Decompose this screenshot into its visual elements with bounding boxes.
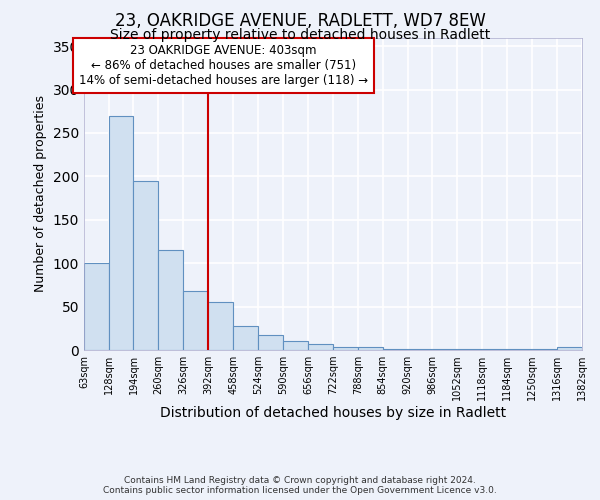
Bar <box>183 291 208 350</box>
Bar <box>258 335 283 350</box>
Text: Contains HM Land Registry data © Crown copyright and database right 2024.
Contai: Contains HM Land Registry data © Crown c… <box>103 476 497 495</box>
Bar <box>407 349 433 350</box>
Bar <box>457 349 482 350</box>
Bar <box>333 346 358 350</box>
Bar <box>109 116 133 350</box>
Bar <box>283 342 308 350</box>
Bar <box>358 346 383 350</box>
Bar <box>557 346 582 350</box>
Bar <box>133 180 158 350</box>
Bar <box>233 326 258 350</box>
Bar <box>308 344 333 350</box>
Bar <box>383 349 407 350</box>
Bar <box>208 302 233 350</box>
Bar <box>433 349 457 350</box>
Bar <box>507 349 532 350</box>
Bar <box>84 263 109 350</box>
Bar <box>158 250 183 350</box>
Text: 23 OAKRIDGE AVENUE: 403sqm
← 86% of detached houses are smaller (751)
14% of sem: 23 OAKRIDGE AVENUE: 403sqm ← 86% of deta… <box>79 44 368 87</box>
Bar <box>482 349 507 350</box>
Y-axis label: Number of detached properties: Number of detached properties <box>34 95 47 292</box>
Bar <box>532 349 557 350</box>
Text: Size of property relative to detached houses in Radlett: Size of property relative to detached ho… <box>110 28 490 42</box>
X-axis label: Distribution of detached houses by size in Radlett: Distribution of detached houses by size … <box>160 406 506 420</box>
Text: 23, OAKRIDGE AVENUE, RADLETT, WD7 8EW: 23, OAKRIDGE AVENUE, RADLETT, WD7 8EW <box>115 12 485 30</box>
